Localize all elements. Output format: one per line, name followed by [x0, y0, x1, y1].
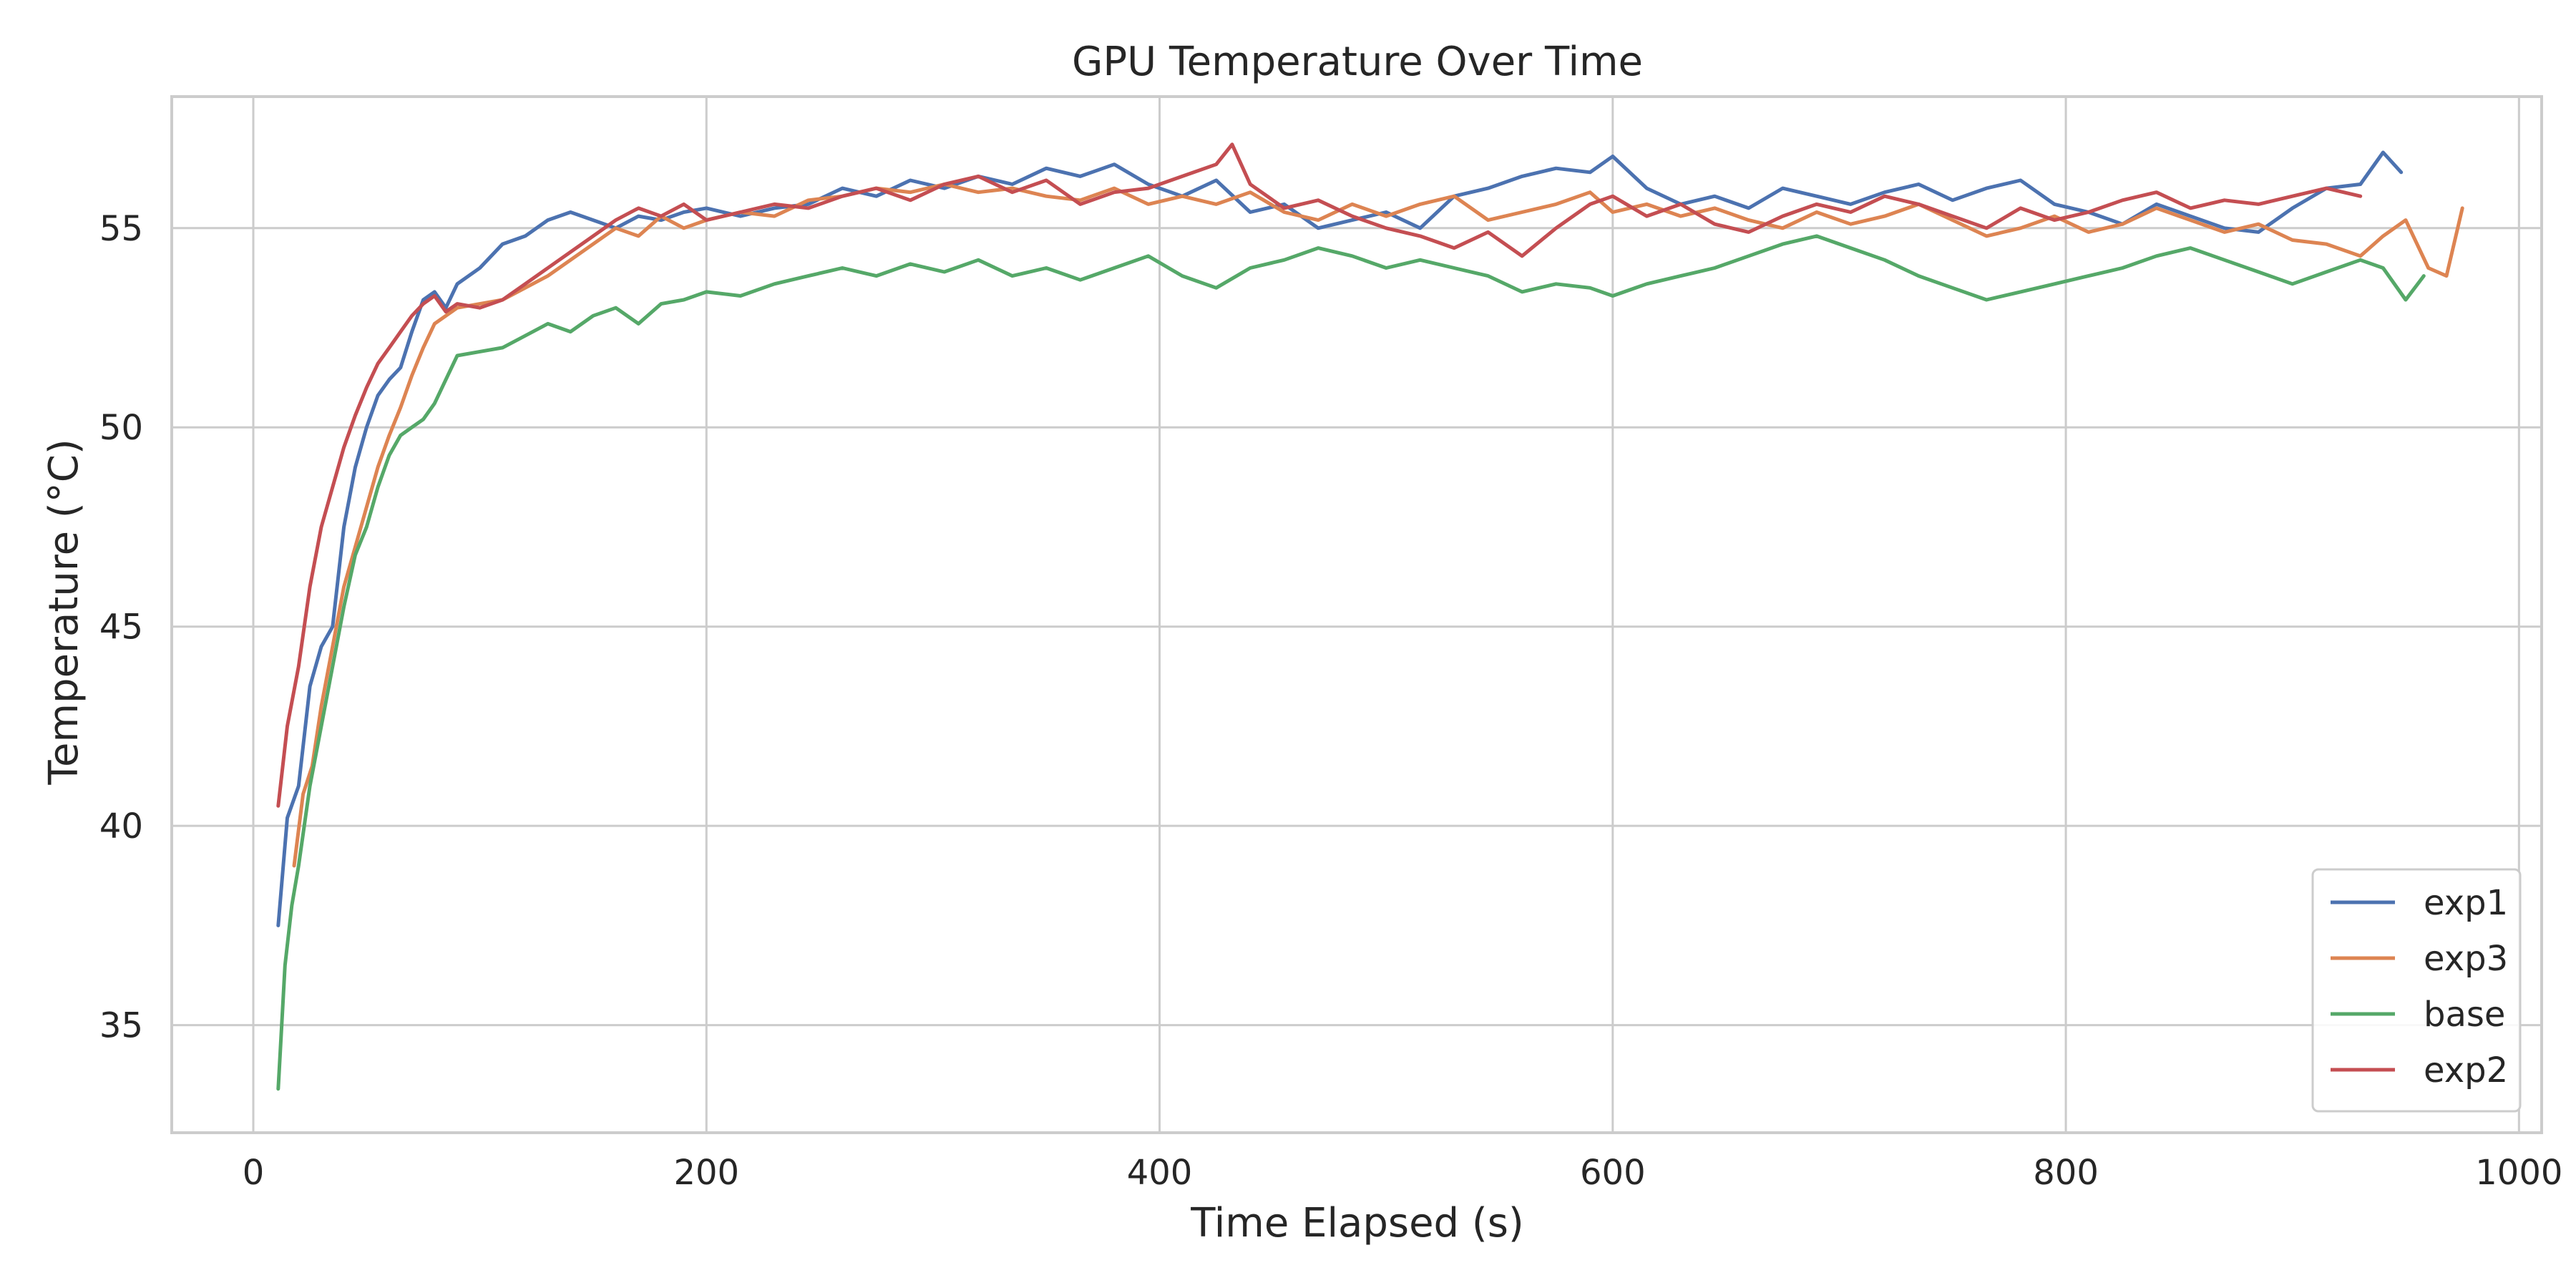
- series-line-exp1: [276, 150, 2404, 927]
- y-tick-label: 35: [99, 1006, 143, 1046]
- chart-title: GPU Temperature Over Time: [1072, 39, 1643, 85]
- series-line-base: [276, 234, 2426, 1091]
- y-tick-label: 50: [99, 408, 143, 448]
- x-tick-label: 1000: [2475, 1153, 2562, 1193]
- legend-label-exp3: exp3: [2424, 939, 2508, 979]
- y-axis-label: Temperature (°C): [41, 439, 87, 785]
- legend-box: [2311, 868, 2522, 1113]
- series-lines: [276, 142, 2464, 1091]
- tick-labels: 0 200 400 600 800 1000 35 40 45 50 55: [99, 209, 2562, 1193]
- legend-label-exp2: exp2: [2424, 1050, 2508, 1091]
- gridlines: [172, 97, 2542, 1133]
- legend-label-exp1: exp1: [2424, 883, 2508, 923]
- legend-label-base: base: [2424, 995, 2505, 1035]
- series-line-exp3: [292, 182, 2464, 868]
- x-tick-label: 600: [1580, 1153, 1646, 1193]
- series-line-exp2: [276, 142, 2363, 808]
- x-tick-label: 800: [2033, 1153, 2099, 1193]
- legend: exp1 exp3 base exp2: [2311, 868, 2522, 1113]
- x-axis-label: Time Elapsed (s): [1190, 1200, 1524, 1246]
- x-tick-label: 400: [1127, 1153, 1193, 1193]
- y-tick-label: 55: [99, 209, 143, 249]
- plot-frame: [170, 95, 2543, 1134]
- y-tick-label: 40: [99, 806, 143, 847]
- y-tick-label: 45: [99, 608, 143, 648]
- x-tick-label: 200: [673, 1153, 739, 1193]
- x-tick-label: 0: [243, 1153, 265, 1193]
